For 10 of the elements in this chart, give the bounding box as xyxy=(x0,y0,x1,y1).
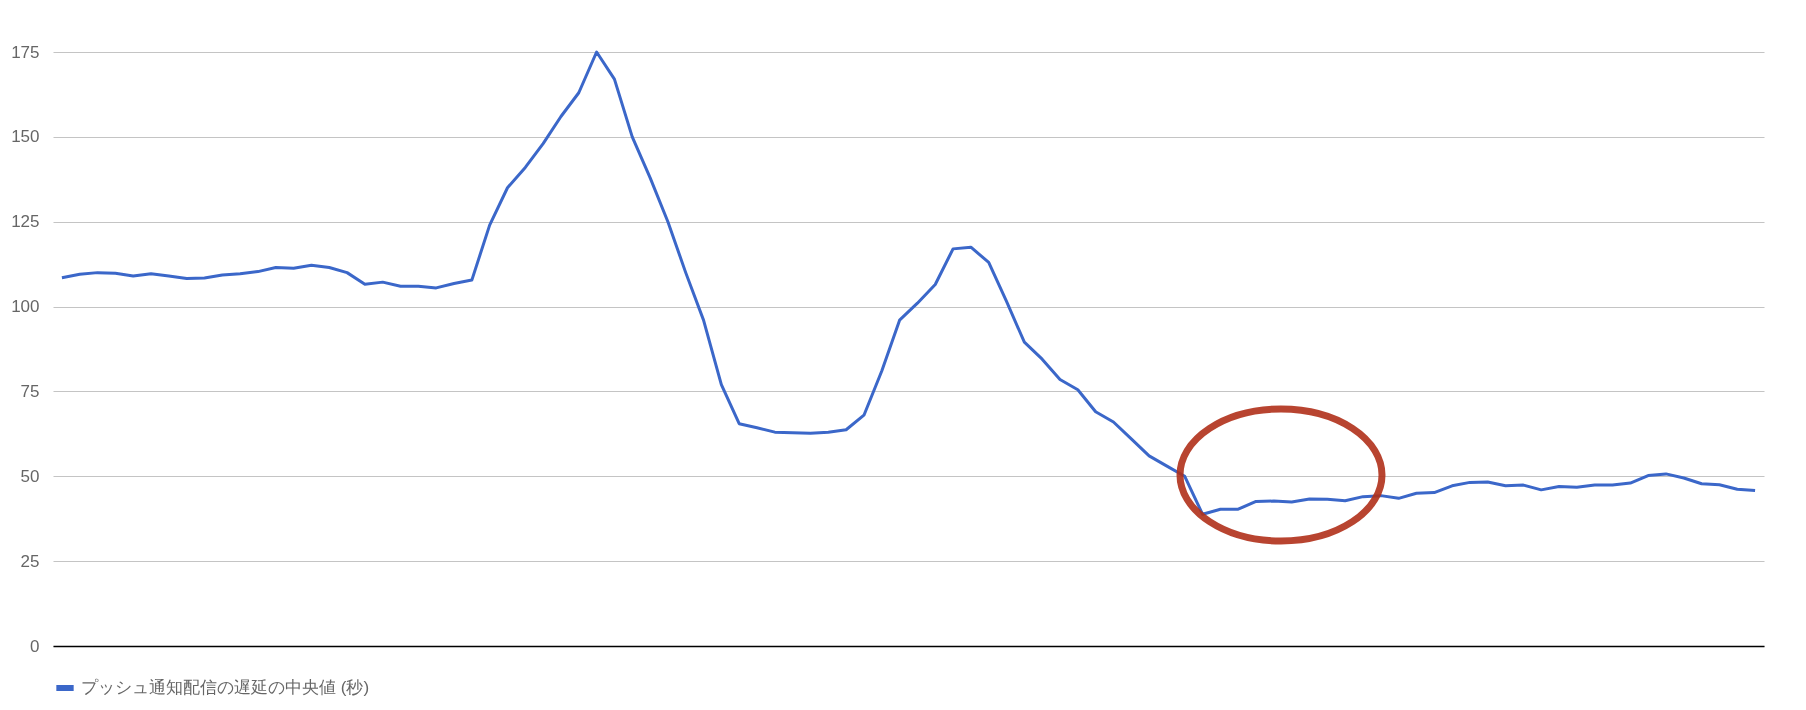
y-tick-label: 0 xyxy=(30,636,40,656)
y-tick-label: 175 xyxy=(11,42,40,62)
y-tick-label: 125 xyxy=(11,212,40,232)
y-tick-label: 25 xyxy=(20,551,40,571)
y-tick-label: 150 xyxy=(11,127,40,147)
y-tick-label: 75 xyxy=(20,381,40,401)
legend-label: プッシュ通知配信の遅延の中央値 (秒) xyxy=(81,678,370,697)
line-series xyxy=(60,50,1757,516)
y-tick-label: 50 xyxy=(20,466,40,486)
y-tick-label: 100 xyxy=(11,297,40,317)
